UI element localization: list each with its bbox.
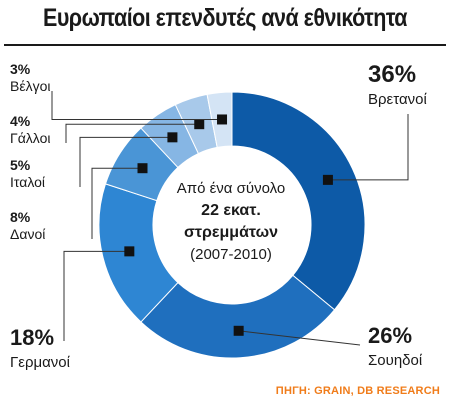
slice-marker xyxy=(137,163,148,174)
value-label: 4% xyxy=(10,113,31,129)
leader-line xyxy=(238,330,361,346)
slice-marker xyxy=(124,246,135,257)
leader-line xyxy=(51,91,223,120)
value-label: 36% xyxy=(368,61,416,88)
category-label: Βέλγοι xyxy=(10,78,50,94)
category-label: Ιταλοί xyxy=(10,174,45,190)
center-line-1: Από ένα σύνολο xyxy=(176,180,286,197)
chart-title: Ευρωπαίοι επενδυτές ανά εθνικότητα xyxy=(42,4,408,32)
category-label: Γερμανοί xyxy=(10,354,71,371)
category-label: Βρετανοί xyxy=(368,91,427,108)
leader-line xyxy=(65,123,200,143)
center-line-4: (2007-2010) xyxy=(190,246,272,263)
donut-slice xyxy=(140,274,336,359)
slice-marker xyxy=(322,174,333,185)
value-label: 5% xyxy=(10,157,31,173)
title-divider xyxy=(4,44,446,46)
category-label: Γάλλοι xyxy=(10,130,51,146)
category-label: Δανοί xyxy=(10,226,45,242)
leader-line xyxy=(91,167,143,239)
center-summary: Από ένα σύνολο 22 εκατ. στρεμμάτων (2007… xyxy=(160,178,302,266)
slice-marker xyxy=(233,325,244,336)
category-label: Σουηδοί xyxy=(368,352,423,369)
source-note: ΠΗΓΗ: GRAIN, DB RESEARCH xyxy=(275,385,440,397)
center-line-3: στρεμμάτων xyxy=(183,224,279,241)
leader-line xyxy=(79,136,173,187)
value-label: 18% xyxy=(10,325,54,350)
leader-line xyxy=(63,250,130,341)
value-label: 26% xyxy=(368,323,412,348)
slice-marker xyxy=(194,119,205,130)
slice-marker xyxy=(217,114,228,125)
leader-line xyxy=(327,114,409,181)
donut-slice xyxy=(231,91,366,311)
slice-marker xyxy=(167,132,178,143)
value-label: 3% xyxy=(10,61,31,77)
value-label: 8% xyxy=(10,209,31,225)
center-line-2: 22 εκατ. xyxy=(201,202,261,219)
